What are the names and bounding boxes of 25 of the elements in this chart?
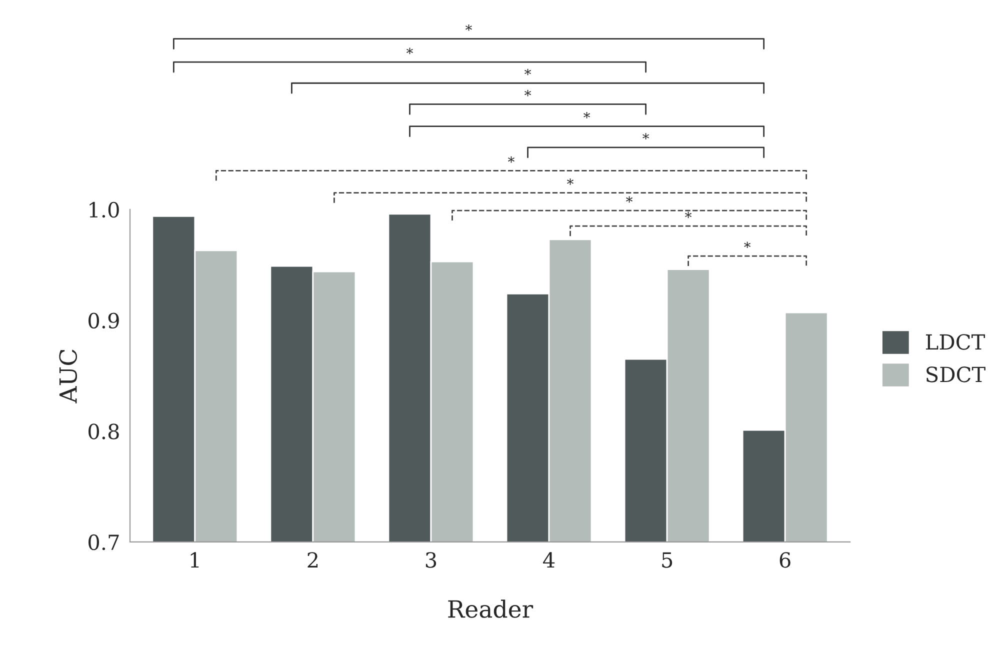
annotation: * [744,242,751,248]
x-tick-label: 1 [190,552,199,568]
y-tick-label: 1.0 [90,202,119,218]
y-axis-title: AUC [59,350,78,404]
text: * [406,48,413,54]
legend-label: SDCT [926,366,986,382]
text: * [626,196,633,203]
text: * [466,24,472,31]
x-tick-label: 5 [662,552,672,568]
text: * [642,133,650,140]
y-tick-label: 0.9 [88,312,119,329]
text: * [508,156,514,163]
x-axis-title: Reader [448,600,534,618]
y-tick-label: 0.8 [88,424,119,440]
legend-label: LDCT [926,334,985,350]
text: * [524,68,532,76]
x-tick-label: 3 [426,552,436,568]
text: * [567,178,574,185]
x-tick-label: 2 [308,552,318,568]
x-tick-label: 4 [543,552,555,568]
x-tick-label: 6 [780,552,790,568]
text: * [524,90,532,96]
annotation: * [685,212,692,218]
text: * [584,112,590,118]
y-tick-label: 0.7 [88,534,119,550]
